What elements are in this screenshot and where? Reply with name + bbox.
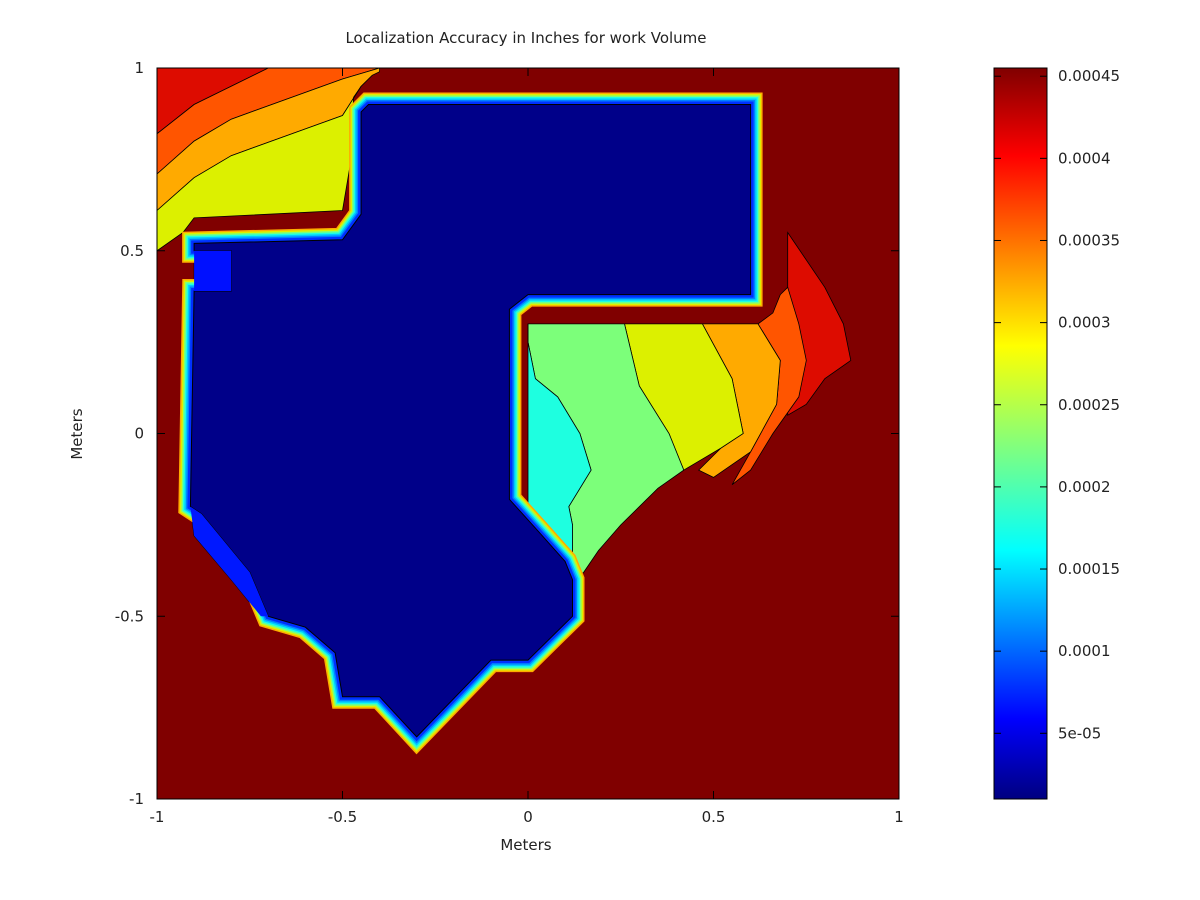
y-tick-label: -0.5	[115, 607, 144, 625]
colorbar-tick-label: 0.00025	[1058, 396, 1120, 414]
y-axis-label: Meters	[68, 408, 86, 459]
y-axis-ticks: -1 -0.5 0 0.5 1	[115, 59, 899, 808]
colorbar-tick-label: 0.00015	[1058, 560, 1120, 578]
colorbar-tick-label: 0.0002	[1058, 478, 1111, 496]
x-axis-label: Meters	[500, 836, 551, 854]
x-tick-label: 1	[894, 808, 904, 826]
colorbar	[993, 67, 1048, 800]
colorbar-tick-label: 0.00035	[1058, 231, 1120, 249]
contour-region-4	[157, 86, 362, 252]
chart-title: Localization Accuracy in Inches for work…	[345, 29, 706, 47]
colorbar-tick-label: 0.0003	[1058, 314, 1111, 332]
x-tick-label: -0.5	[328, 808, 357, 826]
core-contour-rings	[178, 92, 763, 755]
colorbar-tick-label: 0.0004	[1058, 149, 1111, 167]
y-tick-label: -1	[129, 790, 144, 808]
y-tick-label: 1	[134, 59, 144, 77]
y-tick-label: 0.5	[120, 242, 144, 260]
x-tick-label: 0	[523, 808, 533, 826]
x-axis-ticks: -1 -0.5 0 0.5 1	[150, 68, 904, 826]
y-tick-label: 0	[134, 425, 144, 443]
colorbar-tick-label: 5e-05	[1058, 724, 1101, 742]
colorbar-tick-label: 0.00045	[1058, 67, 1120, 85]
colorbar-ticks: 5e-05 0.0001 0.00015 0.0002 0.00025 0.0003 0.0…	[994, 67, 1120, 742]
x-tick-label: -1	[150, 808, 165, 826]
x-tick-label: 0.5	[702, 808, 726, 826]
blue-patch-1	[190, 506, 269, 617]
colorbar-tick-label: 0.0001	[1058, 642, 1111, 660]
blue-patch-0	[194, 250, 232, 291]
